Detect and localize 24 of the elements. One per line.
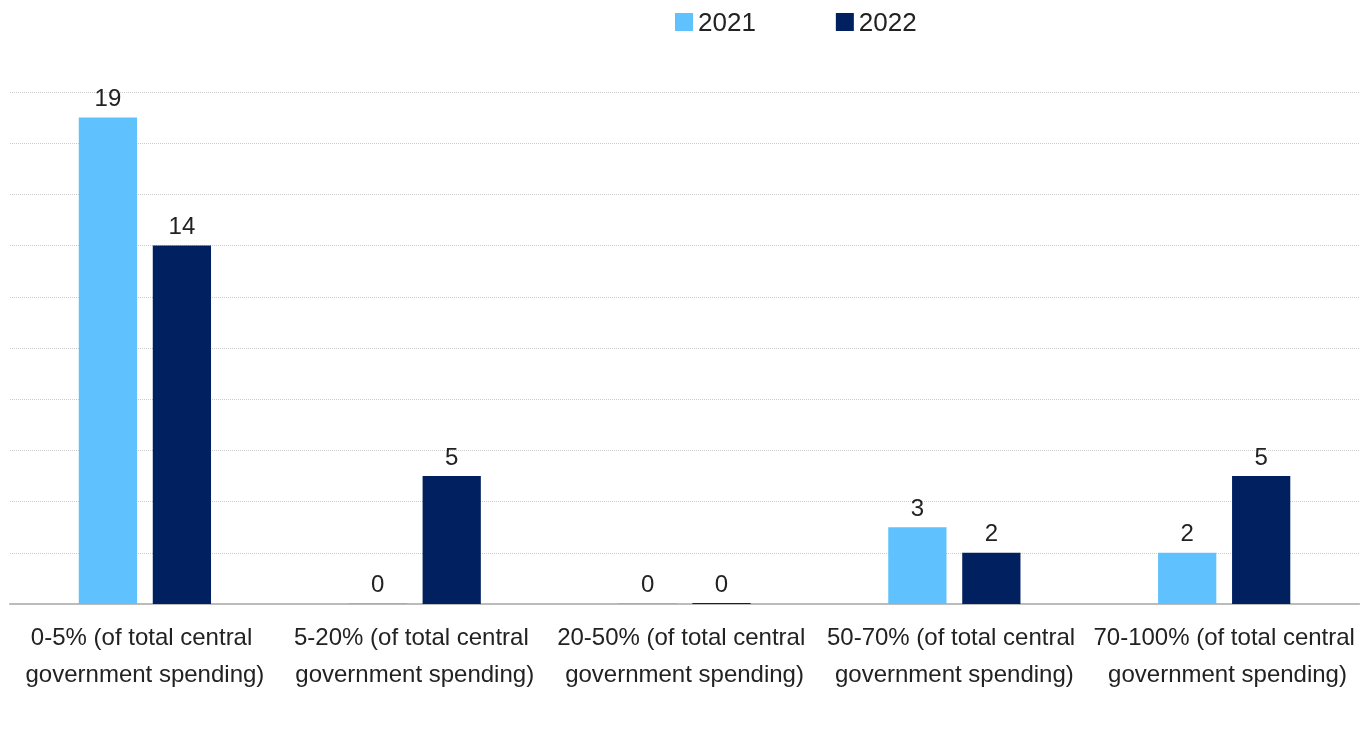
data-label: 0 [714, 569, 729, 597]
bar [152, 245, 212, 604]
bar [962, 552, 1021, 604]
data-label: 0 [371, 569, 385, 597]
x-tick-label: 20-50% (of total central government spending) [557, 623, 812, 687]
legend-label: 2021 [698, 7, 756, 37]
x-tick-label: 0-5% (of total central government spending) [25, 623, 265, 687]
data-label: 2 [1180, 519, 1194, 547]
legend-label: 2022 [858, 7, 917, 37]
data-label: 5 [1254, 442, 1268, 470]
data-label: 19 [94, 84, 122, 112]
bar [78, 117, 138, 604]
bar [422, 476, 481, 604]
data-label: 5 [445, 442, 459, 470]
data-label: 0 [640, 569, 655, 597]
x-tick-label: 5-20% (of total central government spending) [294, 623, 536, 687]
bar [1232, 476, 1291, 604]
bar [1158, 552, 1217, 604]
data-label: 14 [168, 212, 196, 240]
bar [888, 527, 947, 604]
data-label: 2 [984, 519, 999, 547]
x-tick-label: 70-100% (of total central government spending) [1093, 623, 1355, 687]
x-tick-label: 50-70% (of total central government spending) [826, 623, 1082, 687]
data-label: 3 [910, 493, 925, 521]
